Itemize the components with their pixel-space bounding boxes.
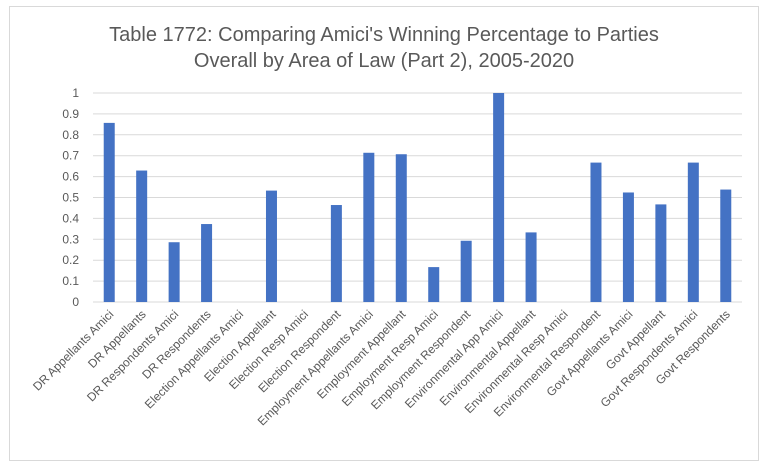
y-tick-label: 0.7	[62, 149, 79, 163]
bar	[525, 232, 537, 302]
bar	[655, 204, 667, 302]
y-tick-label: 0.2	[62, 253, 79, 267]
bar	[201, 224, 213, 302]
bar	[687, 162, 699, 302]
bar-series	[103, 93, 732, 303]
y-tick-label: 0.8	[62, 128, 79, 142]
y-tick-label: 0.9	[62, 107, 79, 121]
y-axis-tick-labels: 0 0.1 0.2 0.3 0.4 0.5 0.6 0.7 0.8 0.9 1	[62, 86, 79, 309]
bar	[363, 152, 375, 302]
bar	[103, 122, 115, 303]
bar	[590, 162, 602, 302]
y-tick-label: 0.4	[62, 211, 79, 225]
y-tick-label: 0.6	[62, 170, 79, 184]
chart-title-line-1: Table 1772: Comparing Amici's Winning Pe…	[109, 24, 659, 46]
bar	[460, 240, 472, 302]
bar	[493, 93, 505, 302]
bar	[395, 154, 407, 302]
chart-frame: Table 1772: Comparing Amici's Winning Pe…	[9, 6, 759, 461]
bar	[330, 205, 342, 302]
bar	[168, 242, 180, 302]
y-tick-label: 0.3	[62, 232, 79, 246]
bar	[720, 189, 732, 302]
bar	[136, 170, 148, 302]
bar	[622, 192, 634, 302]
bar	[428, 267, 440, 302]
y-gridlines	[93, 92, 742, 303]
y-tick-label: 0.1	[62, 274, 79, 288]
y-tick-label: 1	[72, 86, 79, 100]
y-tick-label: 0.5	[62, 191, 79, 205]
chart-title-line-2: Overall by Area of Law (Part 2), 2005-20…	[194, 50, 574, 72]
bar	[265, 190, 277, 302]
y-tick-label: 0	[72, 295, 79, 309]
bar-chart: Table 1772: Comparing Amici's Winning Pe…	[30, 24, 742, 429]
